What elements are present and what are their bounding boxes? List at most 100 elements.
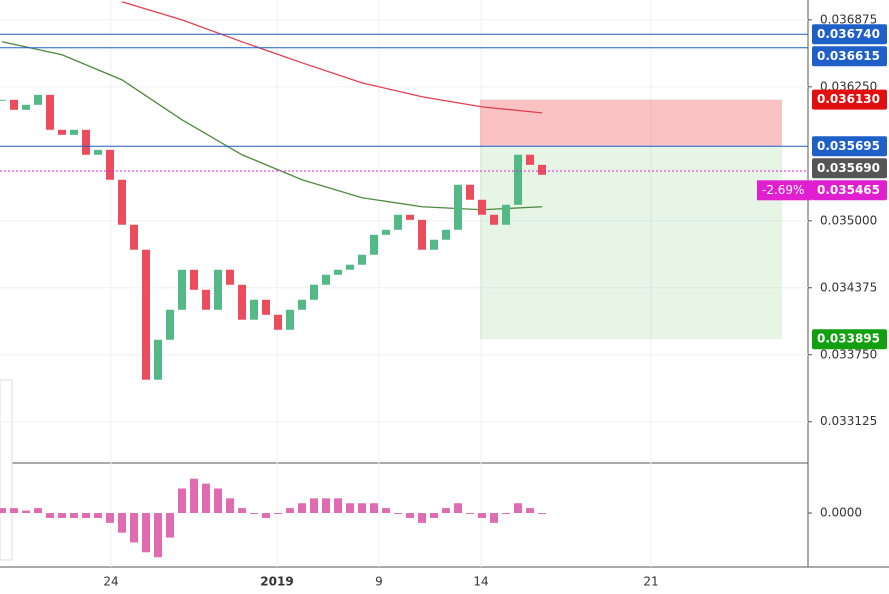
- candle: [370, 234, 378, 255]
- candle: [94, 149, 102, 155]
- osc-bar: [538, 513, 546, 515]
- osc-bar: [214, 488, 222, 514]
- candle: [34, 94, 42, 105]
- y-tick-label: 0.035000: [820, 213, 877, 227]
- osc-bar: [190, 478, 198, 514]
- candle: [250, 299, 258, 320]
- candle: [70, 129, 78, 135]
- candle: [46, 94, 54, 130]
- candle: [490, 214, 498, 225]
- candle: [82, 129, 90, 155]
- candle: [262, 299, 270, 315]
- grid: [0, 0, 808, 567]
- candle: [286, 309, 294, 330]
- candle: [514, 154, 522, 205]
- osc-bar: [34, 508, 42, 514]
- candle: [22, 104, 30, 110]
- candle: [214, 269, 222, 310]
- price-change-label: -2.69%: [762, 183, 804, 197]
- price-label-text: 0.033895: [817, 332, 880, 346]
- price-label: -2.69% 0.035465: [757, 180, 887, 201]
- osc-bar: [238, 508, 246, 514]
- osc-bar: [442, 508, 450, 514]
- price-label-box: [812, 180, 887, 201]
- osc-bar: [94, 513, 102, 518]
- osc-bar: [322, 498, 330, 514]
- candle: [238, 284, 246, 320]
- osc-bar: [370, 503, 378, 514]
- price-label: 0.035695: [812, 136, 887, 157]
- price-label-box: [812, 329, 887, 350]
- x-tick-label: 9: [375, 575, 383, 589]
- osc-bar: [346, 503, 354, 514]
- candle: [226, 269, 234, 285]
- candle: [298, 299, 306, 310]
- price-label-text: 0.035465: [817, 183, 880, 197]
- moving-average: [121, 1, 543, 114]
- candle: [406, 214, 414, 220]
- candle: [502, 204, 510, 225]
- candle: [118, 179, 126, 225]
- osc-bar: [334, 498, 342, 514]
- candle: [0, 99, 6, 101]
- osc-bar: [166, 513, 174, 538]
- osc-bar: [466, 513, 474, 515]
- y-tick-label: 0.033750: [820, 347, 877, 361]
- osc-bar: [142, 513, 150, 553]
- candle: [346, 264, 354, 270]
- osc-bar: [262, 513, 270, 518]
- price-label: 0.036130: [812, 89, 887, 110]
- osc-bar: [454, 503, 462, 514]
- osc-bar: [274, 513, 282, 515]
- price-label-box: [812, 158, 887, 179]
- stop-zone: [480, 99, 782, 147]
- price-label: 0.036740: [812, 24, 887, 45]
- osc-bar: [394, 513, 402, 515]
- side-panel: [0, 379, 13, 561]
- candle: [310, 284, 318, 300]
- osc-bar: [10, 508, 18, 514]
- price-label: 0.033895: [812, 329, 887, 350]
- osc-bar: [226, 498, 234, 514]
- price-label-box: [812, 46, 887, 67]
- osc-bar: [106, 513, 114, 523]
- osc-bar: [382, 508, 390, 514]
- x-tick-label: 14: [473, 575, 488, 589]
- osc-bar: [202, 483, 210, 514]
- osc-bar: [22, 510, 30, 514]
- osc-bar: [478, 513, 486, 518]
- candle: [274, 314, 282, 330]
- price-label-text: 0.036615: [817, 49, 880, 63]
- osc-bar: [310, 498, 318, 514]
- candle: [454, 184, 462, 230]
- y-tick-label: 0.036875: [820, 12, 877, 26]
- candle: [418, 219, 426, 250]
- osc-bar: [406, 513, 414, 518]
- y-tick-label: 0.034375: [820, 280, 877, 294]
- osc-bar: [358, 503, 366, 514]
- candle: [382, 229, 390, 235]
- price-label: 0.035690: [812, 158, 887, 179]
- osc-bar: [298, 503, 306, 514]
- candle: [130, 224, 138, 250]
- moving-average: [1, 41, 543, 211]
- osc-bar: [70, 513, 78, 518]
- osc-bar: [418, 513, 426, 523]
- candle: [58, 129, 66, 135]
- price-label-box: [812, 89, 887, 110]
- candle: [202, 289, 210, 310]
- candle: [466, 184, 474, 200]
- candle: [526, 154, 534, 165]
- osc-bar: [286, 508, 294, 514]
- candle: [334, 269, 342, 275]
- candle: [322, 274, 330, 285]
- price-label-text: 0.036740: [817, 27, 880, 41]
- osc-bar: [0, 508, 6, 514]
- osc-bar: [154, 513, 162, 558]
- candle: [190, 269, 198, 290]
- candle: [166, 309, 174, 340]
- osc-bar: [58, 513, 66, 518]
- osc-tick-label: 0.0000: [820, 506, 862, 520]
- x-tick-label: 2019: [260, 575, 293, 589]
- price-label-box: [757, 180, 812, 201]
